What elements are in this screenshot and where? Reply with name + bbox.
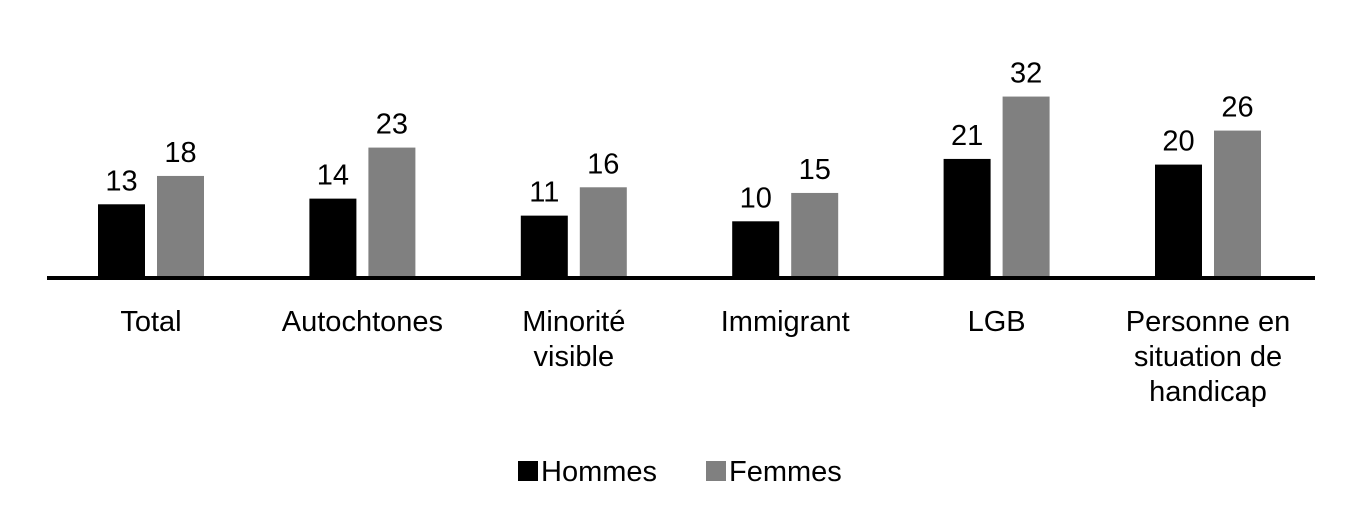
data-label-hommes-5: 20 bbox=[1162, 126, 1194, 158]
bar-hommes-1 bbox=[309, 198, 357, 278]
bar-femmes-0 bbox=[157, 175, 204, 278]
bar-hommes-4 bbox=[943, 158, 991, 278]
bar-hommes-3 bbox=[732, 221, 780, 278]
data-label-hommes-2: 11 bbox=[529, 177, 559, 209]
legend-swatch-femmes bbox=[706, 461, 726, 481]
legend-label-hommes: Hommes bbox=[541, 456, 657, 488]
data-label-femmes-2: 16 bbox=[587, 148, 619, 180]
bar-femmes-3 bbox=[791, 192, 839, 278]
category-label-0: Total bbox=[120, 306, 181, 338]
bar-hommes-2 bbox=[520, 215, 568, 278]
data-label-femmes-3: 15 bbox=[799, 154, 831, 186]
data-label-hommes-4: 21 bbox=[951, 120, 983, 152]
category-label-1: Autochtones bbox=[282, 306, 443, 338]
bar-femmes-1 bbox=[368, 147, 416, 278]
bar-femmes-4 bbox=[1002, 96, 1050, 278]
data-labels-layer: 13 18 14 23 11 16 10 15 21 32 20 26 bbox=[105, 58, 1253, 215]
category-label-2: Minorité visible bbox=[522, 306, 625, 373]
legend: Hommes Femmes bbox=[518, 456, 842, 488]
data-label-hommes-3: 10 bbox=[740, 182, 772, 214]
bars-layer bbox=[98, 96, 1261, 278]
data-label-hommes-1: 14 bbox=[317, 160, 349, 192]
category-label-3: Immigrant bbox=[721, 306, 850, 338]
bar-hommes-5 bbox=[1155, 164, 1202, 278]
data-label-femmes-0: 18 bbox=[164, 137, 196, 169]
category-label-5: Personne en situation de handicap bbox=[1126, 306, 1290, 408]
bar-femmes-2 bbox=[579, 187, 627, 278]
data-label-femmes-5: 26 bbox=[1221, 92, 1253, 124]
category-label-4: LGB bbox=[968, 306, 1026, 338]
data-label-femmes-1: 23 bbox=[376, 109, 408, 141]
bar-femmes-5 bbox=[1214, 130, 1261, 278]
data-label-femmes-4: 32 bbox=[1010, 58, 1042, 90]
data-label-hommes-0: 13 bbox=[105, 165, 137, 197]
legend-label-femmes: Femmes bbox=[729, 456, 842, 488]
legend-swatch-hommes bbox=[518, 461, 538, 481]
bar-hommes-0 bbox=[98, 204, 145, 278]
category-labels-layer: Total Autochtones Minorité visible Immigrant… bbox=[120, 306, 1290, 408]
